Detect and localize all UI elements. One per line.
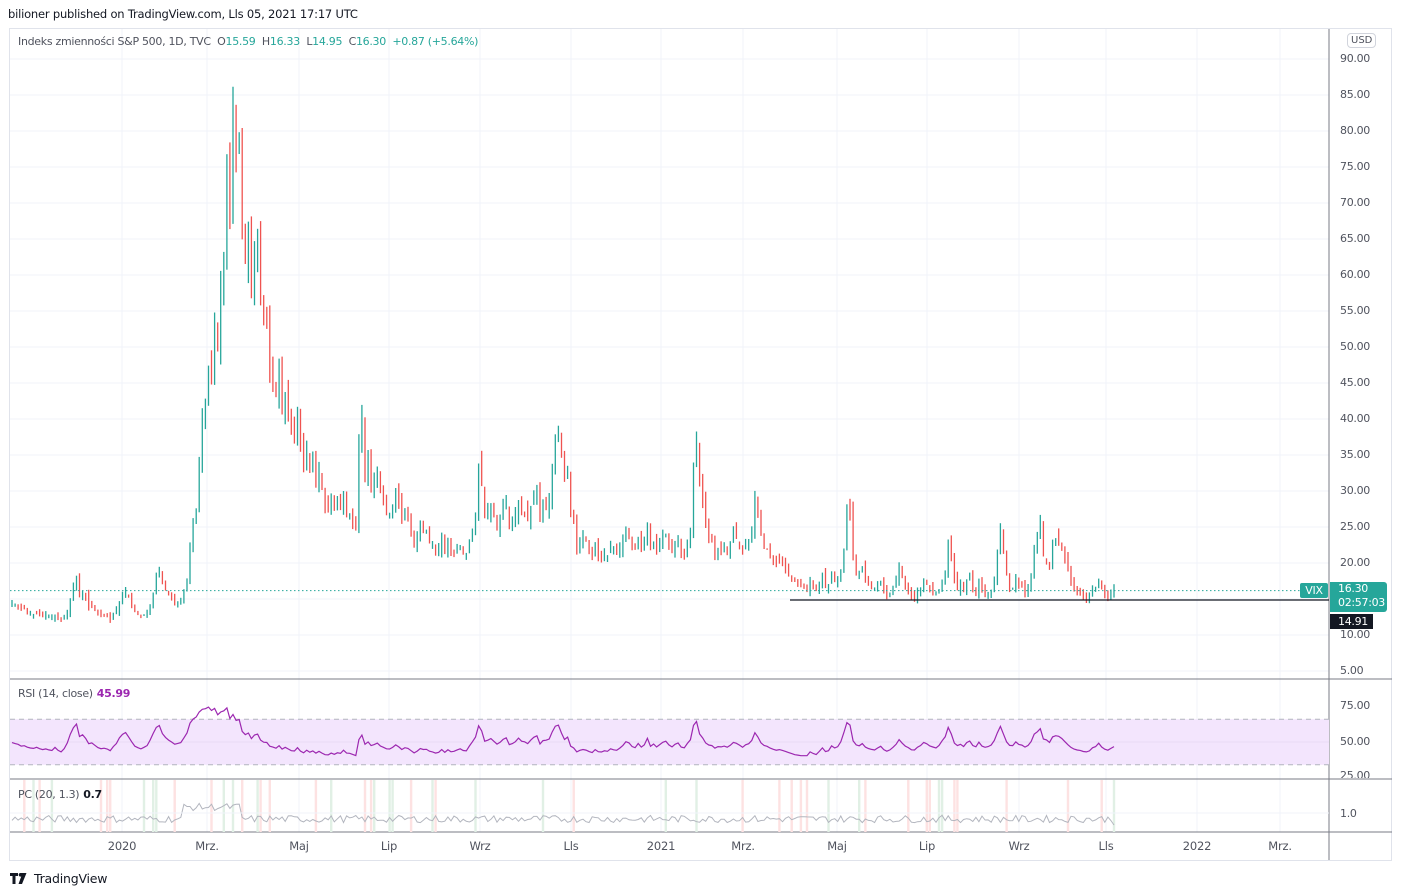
time-axis-label: Mrz. <box>731 839 755 853</box>
time-axis-label: Mrz. <box>195 839 219 853</box>
price-axis-label: 10.00 <box>1340 628 1370 641</box>
open-value: 15.59 <box>225 35 256 48</box>
low-label: L <box>306 35 313 48</box>
time-axis-label: Lip <box>380 839 398 853</box>
symbol-name: Indeks zmienności S&P 500, 1D, TVC <box>18 35 211 48</box>
rsi-axis-50: 50.00 <box>1340 735 1370 748</box>
change-value: +0.87 (+5.64%) <box>392 35 479 48</box>
price-axis-label: 50.00 <box>1340 340 1370 353</box>
time-axis-label: Wrz <box>469 839 491 853</box>
symbol-tag: VIX <box>1300 583 1328 598</box>
price-axis-label: 20.00 <box>1340 556 1370 569</box>
time-axis-label: Lls <box>1098 839 1114 853</box>
high-label: H <box>261 35 270 48</box>
horizontal-line-price-tag: 14.91 <box>1330 614 1373 629</box>
price-axis-label: 85.00 <box>1340 88 1370 101</box>
time-axis-label: Lip <box>918 839 936 853</box>
publish-caption: bilioner published on TradingView.com, L… <box>8 7 358 21</box>
time-axis-label: 2020 <box>107 839 137 853</box>
time-axis-label: Lls <box>563 839 579 853</box>
rsi-axis-25: 25.00 <box>1340 769 1370 778</box>
price-axis-label: 65.00 <box>1340 232 1370 245</box>
chart-frame <box>9 28 1392 861</box>
time-axis-label: 2021 <box>646 839 676 853</box>
rsi-label: RSI (14, close) <box>18 687 93 700</box>
pc-value: 0.7 <box>83 788 102 801</box>
price-axis-label: 35.00 <box>1340 448 1370 461</box>
tradingview-logo[interactable]: TradingView <box>10 871 108 886</box>
last-price: 16.30 <box>1338 582 1368 595</box>
time-axis-label: 2022 <box>1182 839 1212 853</box>
price-axis-label: 40.00 <box>1340 412 1370 425</box>
tradingview-logo-icon <box>10 873 27 884</box>
price-axis-label: 45.00 <box>1340 376 1370 389</box>
tradingview-brand: TradingView <box>34 871 108 886</box>
high-value: 16.33 <box>269 35 300 48</box>
time-axis-label: Mrz. <box>1268 839 1292 853</box>
pc-legend: PC (20, 1.3) 0.7 <box>18 788 102 801</box>
pc-label: PC (20, 1.3) <box>18 788 80 801</box>
price-axis-label: 75.00 <box>1340 160 1370 173</box>
price-axis-label: 60.00 <box>1340 268 1370 281</box>
low-value: 14.95 <box>312 35 343 48</box>
price-axis-label: 80.00 <box>1340 124 1370 137</box>
currency-button[interactable]: USD <box>1347 33 1377 48</box>
symbol-legend: Indeks zmienności S&P 500, 1D, TVC O15.5… <box>18 35 478 48</box>
price-axis-label: 55.00 <box>1340 304 1370 317</box>
time-axis-label: Wrz <box>1008 839 1030 853</box>
price-axis-label: 90.00 <box>1340 52 1370 65</box>
price-axis-label: 70.00 <box>1340 196 1370 209</box>
pc-axis-1: 1.0 <box>1340 807 1357 820</box>
close-value: 16.30 <box>355 35 386 48</box>
close-label: C <box>348 35 357 48</box>
bar-countdown: 02:57:03 <box>1338 596 1386 609</box>
time-axis-label: Maj <box>289 839 309 853</box>
price-axis-label: 30.00 <box>1340 484 1370 497</box>
price-axis-label: 25.00 <box>1340 520 1370 533</box>
price-axis-label: 5.00 <box>1340 664 1364 677</box>
rsi-legend: RSI (14, close) 45.99 <box>18 687 130 700</box>
rsi-axis-75: 75.00 <box>1340 699 1370 712</box>
time-axis-label: Maj <box>827 839 847 853</box>
rsi-value: 45.99 <box>96 687 131 700</box>
last-price-tag: 16.30 02:57:03 <box>1330 582 1387 612</box>
open-label: O <box>217 35 226 48</box>
